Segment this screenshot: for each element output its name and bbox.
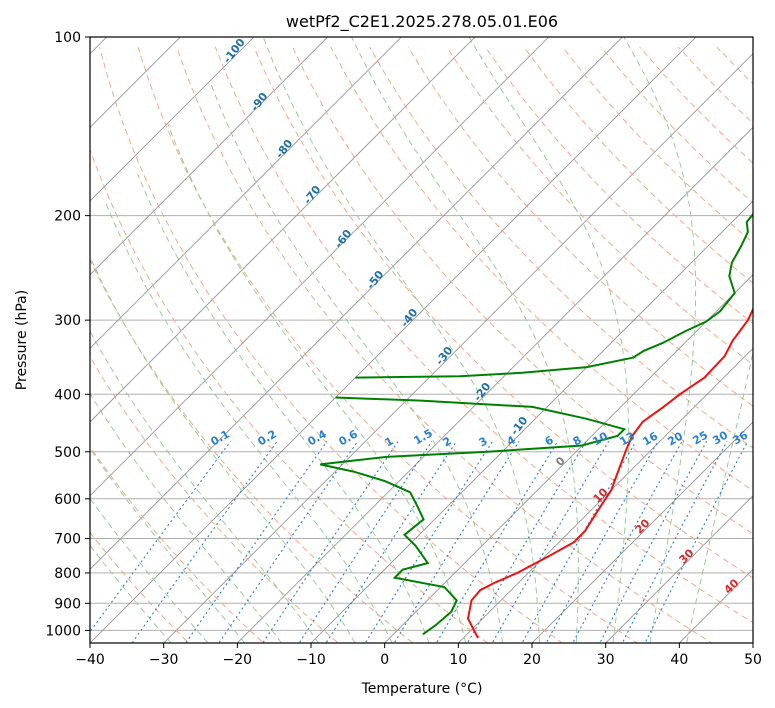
mixing-ratio-line [572,441,683,643]
chart-title: wetPf2_C2E1.2025.278.05.01.E06 [286,12,558,32]
y-tick-label: 900 [54,596,81,612]
mixing-ratio-line [262,440,399,643]
x-tick-label: −20 [223,652,253,668]
isotherm-line [90,37,476,423]
dry-adiabat-line [90,148,489,643]
isotherm-line [531,421,753,643]
moist-adiabat-line [137,173,430,643]
x-tick-label: 30 [597,652,615,668]
dewpoint-line [319,396,627,636]
moist-adiabat-line [90,255,356,643]
plot-frame [89,36,754,644]
x-tick-label: −10 [296,652,326,668]
x-tick-label: 20 [523,652,541,668]
y-tick-label: 500 [54,445,81,461]
moist-adiabat-line [351,37,579,643]
axis-ticks: −40 −30 −20 −10 0 10 20 30 40 50 100 200 300 400 500 60… [45,30,762,668]
isotherm-line [90,37,697,643]
moist-adiabat-line [90,544,172,643]
y-tick-label: 300 [54,313,81,329]
moist-adiabat-line [90,447,246,643]
y-tick-label: 800 [54,566,81,582]
y-tick-label: 400 [54,387,81,403]
isotherm-line [90,37,623,570]
isotherm-line [605,495,753,643]
mixing-ratio-line [364,441,493,643]
dry-adiabat-line [485,46,753,325]
y-axis-label: Pressure (hPa) [14,290,30,390]
moist-adiabat-line [623,37,697,643]
isotherm-line [384,274,753,643]
isotherm-line [90,37,402,349]
moist-adiabat-line [90,497,209,643]
isotherm-line [90,37,255,202]
mixing-ratio-line [644,441,749,643]
dewpoint-upper-line [355,212,753,379]
moist-adiabat-line [468,37,630,643]
mixing-ratio-line [298,440,433,643]
dry-adiabat-line [137,46,638,643]
mixing-ratio-line [435,441,559,643]
x-tick-label: 10 [449,652,467,668]
y-tick-label: 1000 [45,623,81,639]
mixing-ratio-line [621,441,728,643]
moist-adiabat-line [90,330,319,643]
y-tick-label: 600 [54,492,81,508]
isotherm-line [90,37,329,276]
temperature-line [466,306,753,639]
mixing-ratio-line [90,440,232,633]
x-axis-label: Temperature (°C) [361,681,483,697]
dry-adiabat-line [214,46,753,624]
moist-adiabat-line [210,83,503,643]
dry-adiabat-line [99,46,564,643]
x-tick-label: 40 [670,652,688,668]
mixing-ratio-line [131,440,278,643]
plot-area: -100-90-80-70-60-50-40-30-20-100.1 0.2 0.4… [90,37,753,643]
isotherm-line [163,53,753,643]
mixing-ratio-line [185,440,328,643]
dry-adiabat-line [90,445,265,643]
moist-adiabat-line [90,392,282,643]
mixing-ratio-line [599,441,708,643]
y-tick-label: 100 [54,30,81,46]
x-tick-label: 50 [744,652,762,668]
dry-adiabat-line [446,46,753,366]
dry-adiabat-line [90,355,339,643]
isotherm-line [457,347,753,643]
mixing-ratio-line [545,441,659,643]
x-tick-label: −30 [149,652,179,668]
isotherm-line [236,126,753,643]
x-tick-label: −40 [75,652,105,668]
y-tick-label: 700 [54,532,81,548]
y-tick-label: 200 [54,209,81,225]
mixing-ratio-line [325,440,457,643]
isotherm-line [90,37,550,497]
x-tick-label: 0 [380,652,389,668]
mixing-ratio-line [218,440,359,643]
mixing-ratio-line [393,441,520,643]
moist-adiabat-line [262,37,540,643]
dry-adiabat-line [90,258,414,643]
moist-adiabat-line [105,202,393,643]
moist-adiabat-line [686,349,753,643]
isotherm-line [310,200,753,643]
